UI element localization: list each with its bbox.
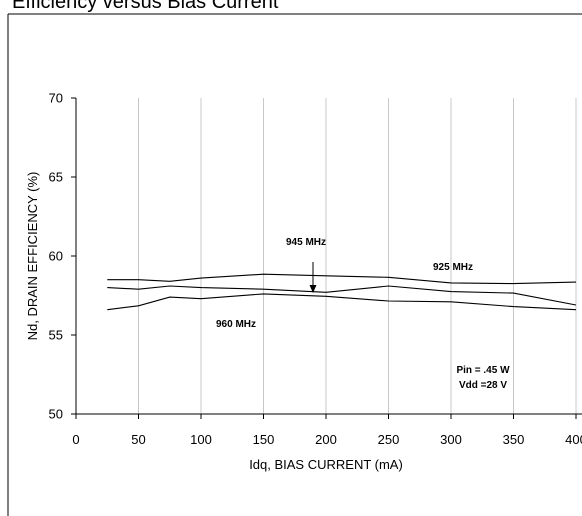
conditions-pin: Pin = .45 W xyxy=(456,365,510,376)
y-tick-label-60: 60 xyxy=(49,249,63,264)
y-tick-label-50: 50 xyxy=(49,407,63,422)
x-tick-label-100: 100 xyxy=(190,432,212,447)
y-tick-label-70: 70 xyxy=(49,91,63,106)
y-tick-label-65: 65 xyxy=(49,170,63,185)
arrow-945 xyxy=(309,262,317,293)
page-title: Efficiency versus Bias Current xyxy=(12,0,279,13)
conditions-vdd: Vdd =28 V xyxy=(459,380,507,391)
series-line-925-mhz xyxy=(107,273,577,285)
series-layer xyxy=(107,273,577,311)
x-tick-label-150: 150 xyxy=(253,432,275,447)
series-label-925: 925 MHz xyxy=(433,262,473,273)
x-tick-label-400: 400 xyxy=(565,432,582,447)
x-tick-label-50: 50 xyxy=(131,432,145,447)
series-line-960-mhz xyxy=(107,293,577,311)
axes-layer xyxy=(71,97,582,419)
x-tick-label-300: 300 xyxy=(440,432,462,447)
x-tick-label-250: 250 xyxy=(378,432,400,447)
y-axis-title: Nd, DRAIN EFFICIENCY (%) xyxy=(25,172,40,341)
series-label-960: 960 MHz xyxy=(216,319,256,330)
x-tick-label-350: 350 xyxy=(503,432,525,447)
series-line-945-mhz xyxy=(107,285,577,306)
grid-layer xyxy=(138,98,577,414)
tick-labels: 50 55 60 65 70 0 50 100 150 200 250 300 350 400 xyxy=(49,91,582,448)
x-tick-label-200: 200 xyxy=(315,432,337,447)
y-tick-label-55: 55 xyxy=(49,328,63,343)
series-label-945: 945 MHz xyxy=(286,237,326,248)
x-tick-label-0: 0 xyxy=(72,432,79,447)
x-axis-title: Idq, BIAS CURRENT (mA) xyxy=(249,457,403,472)
